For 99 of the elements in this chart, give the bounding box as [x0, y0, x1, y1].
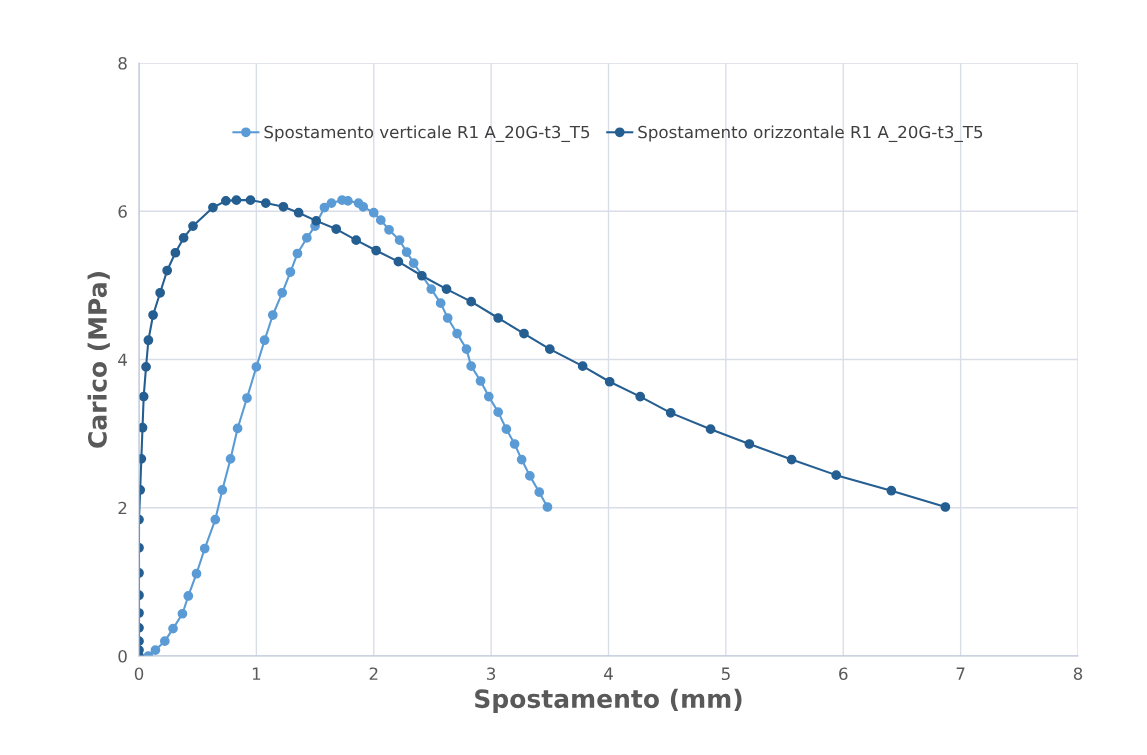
point	[441, 284, 452, 294]
point	[170, 247, 181, 258]
point	[940, 502, 951, 512]
point	[143, 335, 154, 346]
y-tick-label: 0	[118, 649, 127, 663]
point	[493, 407, 504, 417]
legend-label: Spostamento orizzontale R1 A_20G-t3_T5	[638, 125, 983, 143]
point	[426, 284, 437, 294]
point	[408, 258, 419, 268]
x-axis-title: Spostamento (mm)	[475, 688, 742, 713]
point	[217, 485, 228, 495]
point	[331, 224, 342, 234]
point	[210, 514, 221, 525]
point	[191, 568, 202, 579]
point	[267, 310, 278, 320]
point	[886, 485, 897, 496]
y-tick-label: 8	[118, 56, 127, 70]
x-tick-label: 3	[487, 667, 496, 681]
point	[368, 207, 379, 218]
point	[435, 298, 446, 309]
point	[311, 216, 322, 226]
point	[831, 470, 842, 480]
x-tick-label: 2	[369, 667, 378, 680]
point	[461, 344, 472, 354]
point	[371, 245, 381, 256]
point	[326, 198, 337, 208]
point	[251, 362, 262, 372]
point	[301, 233, 312, 243]
point	[139, 422, 148, 433]
point	[343, 196, 353, 206]
point	[285, 267, 296, 277]
point	[744, 439, 755, 449]
y-tick-label: 2	[118, 501, 127, 515]
point	[384, 224, 394, 235]
point	[168, 623, 178, 634]
point	[393, 256, 404, 267]
point	[705, 424, 716, 435]
point	[534, 487, 545, 498]
point	[483, 391, 494, 402]
y-tick-label: 6	[118, 205, 127, 218]
point	[351, 235, 362, 246]
point	[475, 376, 486, 386]
point	[519, 328, 529, 339]
y-axis-title: Carico (MPa)	[87, 272, 110, 448]
point	[141, 362, 151, 372]
point	[260, 198, 271, 208]
point	[635, 391, 646, 402]
point	[277, 287, 288, 298]
point	[466, 361, 477, 372]
x-tick-label: 1	[252, 667, 261, 680]
point	[183, 591, 194, 601]
point	[208, 202, 218, 213]
point	[139, 391, 149, 402]
point	[524, 471, 535, 481]
point	[242, 393, 252, 403]
x-tick-label: 6	[839, 667, 848, 681]
point	[604, 376, 615, 387]
point	[232, 423, 243, 434]
point	[394, 235, 405, 246]
point	[162, 265, 173, 276]
point	[245, 195, 256, 205]
point	[544, 344, 555, 354]
point	[466, 296, 477, 307]
point	[199, 543, 210, 554]
x-tick-label: 7	[956, 667, 965, 680]
x-tick-label: 5	[721, 667, 730, 681]
point	[577, 361, 588, 372]
point	[293, 207, 304, 218]
point	[220, 196, 231, 206]
point	[401, 247, 412, 257]
x-tick-label: 4	[604, 667, 613, 680]
point	[665, 408, 676, 418]
point	[442, 313, 453, 323]
point	[501, 424, 512, 435]
point	[509, 439, 520, 449]
point	[516, 454, 527, 465]
legend-label: Spostamento verticale R1 A_20G-t3_T5	[264, 125, 590, 143]
point	[278, 201, 289, 212]
point	[375, 215, 386, 226]
point	[231, 195, 242, 205]
point	[177, 608, 188, 619]
point	[786, 454, 797, 465]
point	[292, 248, 303, 259]
point	[188, 221, 198, 231]
x-tick-label: 0	[134, 667, 144, 681]
point	[493, 313, 504, 323]
point	[155, 287, 165, 298]
point	[225, 453, 236, 464]
point	[159, 636, 170, 647]
point	[259, 335, 270, 346]
point	[452, 328, 462, 339]
y-tick-label: 4	[118, 353, 127, 366]
point	[150, 645, 161, 655]
point	[358, 201, 369, 212]
point	[417, 270, 427, 281]
x-tick-label: 8	[1073, 667, 1083, 681]
point	[542, 502, 553, 512]
point	[178, 233, 189, 243]
point	[148, 310, 158, 320]
